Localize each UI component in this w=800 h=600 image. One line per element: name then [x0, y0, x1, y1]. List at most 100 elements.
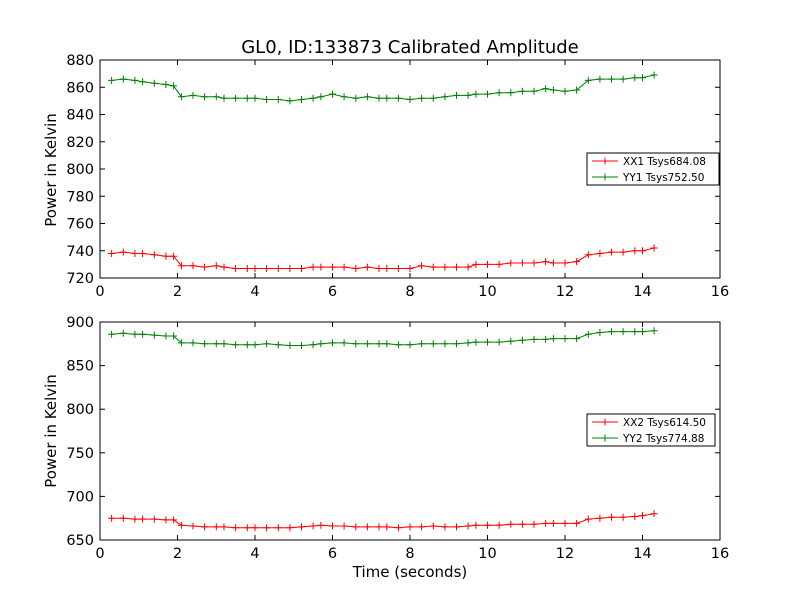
bottom-plot-series-2-point [394, 341, 402, 349]
bottom-plot-series-1-point [139, 515, 147, 523]
bottom-plot-series-1-point [119, 514, 127, 522]
bottom-plot-xtick-label: 6 [328, 546, 337, 562]
bottom-plot-series-1-point [352, 523, 360, 531]
bottom-plot-xtick-label: 16 [711, 546, 729, 562]
top-plot-series-1-point [170, 252, 178, 260]
top-plot-series-1-point [584, 251, 592, 259]
top-plot-series-2-point [596, 75, 604, 83]
bottom-plot-series-1-point [108, 514, 116, 522]
top-plot-series-1-point [375, 265, 383, 272]
top-plot-series-1-point [189, 262, 197, 270]
top-plot-series-1-point [441, 263, 449, 271]
bottom-plot-series-2-point [286, 342, 294, 349]
top-plot-legend-box [586, 152, 720, 186]
top-plot-series-2-point [139, 78, 147, 86]
bottom-plot-series-2-point [429, 340, 437, 348]
top-plot-series-1-point [383, 265, 391, 272]
top-plot-ytick-label: 880 [66, 53, 94, 69]
top-plot-xtick-label: 6 [328, 284, 337, 300]
bottom-plot-series-1-point [472, 521, 480, 529]
top-plot-series-2-point [131, 76, 139, 84]
top-plot-series-1-point [608, 248, 615, 256]
top-plot-series-2-point [441, 93, 449, 101]
bottom-plot-series-2-point [375, 340, 383, 348]
bottom-plot-series-1-point [363, 523, 371, 531]
bottom-plot-xtick-label: 4 [250, 546, 259, 562]
top-plot-series-1-point [150, 251, 158, 259]
top-plot-series-2-point [495, 89, 503, 97]
bottom-plot-series-2-point [453, 340, 460, 348]
bottom-plot-series-1-point [542, 519, 550, 527]
top-plot-series-2-point [608, 75, 615, 83]
top-plot-series-2-point [170, 82, 178, 90]
bottom-plot-series-1-point [309, 522, 317, 530]
bottom-plot-ytick-label: 750 [66, 446, 94, 462]
bottom-plot-series-2-point [232, 341, 240, 349]
top-plot-series-1-point [596, 250, 604, 257]
top-plot-series-1-point [418, 262, 426, 270]
top-plot-series-2-point [220, 94, 228, 102]
bottom-plot-series-2-point [212, 340, 220, 348]
top-plot-series-1-point [119, 248, 127, 256]
bottom-plot-series-2-point [119, 329, 127, 337]
bottom-plot-ylabel: Power in Kelvin [42, 374, 60, 488]
bottom-plot-series-1-point [484, 521, 491, 529]
top-plot-series-1-point [530, 259, 538, 267]
bottom-plot-ytick-label: 700 [66, 489, 94, 505]
top-plot-series-2-point [329, 90, 336, 98]
top-plot-series-1-point [472, 260, 480, 268]
top-plot-series-1-point [464, 263, 472, 271]
top-plot-series-1-point [108, 250, 116, 257]
bottom-plot-xtick-label: 0 [95, 546, 104, 562]
bottom-plot-series-1-point [340, 522, 348, 530]
top-plot-xtick-label: 4 [250, 284, 259, 300]
bottom-plot-series-1-point [429, 522, 437, 530]
bottom-plot-series-2-point [561, 335, 569, 343]
bottom-plot-series-2-point [406, 341, 414, 349]
top-plot-series-1-point [561, 259, 569, 267]
bottom-plot-series-1-point [286, 524, 294, 532]
bottom-plot-series-2-point [108, 330, 116, 338]
bottom-plot-series-2-point [263, 340, 271, 348]
top-plot-xtick-label: 10 [478, 284, 496, 300]
bottom-plot-series-2-point [131, 330, 139, 338]
bottom-plot-series-2-point [418, 340, 426, 348]
top-plot-series-1-point [429, 263, 437, 271]
top-plot-series-1-point [309, 263, 317, 271]
bottom-plot-series-2-point [309, 341, 317, 349]
bottom-plot-series-2-point [495, 338, 503, 346]
top-plot-ylabel: Power in Kelvin [42, 113, 60, 227]
bottom-plot-series-1-point [170, 516, 178, 524]
top-plot-series-1-point [495, 260, 503, 268]
bottom-plot-series-1-point [418, 523, 426, 531]
bottom-plot-series-1-point [212, 523, 220, 531]
bottom-plot-series-2-point [220, 340, 228, 348]
bottom-plot-series-1-point [518, 520, 526, 528]
bottom-plot-series-1-point [639, 512, 646, 520]
top-plot-series-2-point [418, 94, 426, 102]
top-plot-series-1-point [274, 265, 282, 272]
top-plot-series-1-point [507, 259, 515, 267]
bottom-plot-series-2-point [383, 340, 391, 348]
top-plot-ytick-label: 820 [66, 135, 94, 151]
bottom-plot-series-2-point [549, 335, 557, 343]
bottom-plot-series-2-point [639, 328, 646, 336]
top-plot-legend-marker [601, 157, 609, 165]
bottom-plot-series-2-point [542, 335, 550, 343]
bottom-plot-series-1-point [441, 523, 449, 531]
top-plot-series-2-point [573, 86, 581, 94]
top-plot-xtick-label: 12 [556, 284, 574, 300]
bottom-plot-series-2-point [650, 327, 658, 335]
bottom-plot-xtick-label: 8 [405, 546, 414, 562]
top-plot-ytick-label: 780 [66, 189, 94, 205]
bottom-plot-series-2-point [596, 329, 604, 336]
bottom-plot-series-1-point [608, 513, 615, 521]
bottom-plot-ytick-label: 800 [66, 402, 94, 418]
top-plot-series-2-point [383, 94, 391, 102]
top-plot-ytick-label: 840 [66, 108, 94, 124]
bottom-plot: Power in Kelvin 0 2 4 6 8 10 12 14 16 650 700 750 80… [42, 315, 729, 562]
top-plot-series-1-point [162, 252, 170, 260]
bottom-plot-xtick-label: 2 [173, 546, 182, 562]
bottom-plot-series-2-point [507, 337, 515, 345]
